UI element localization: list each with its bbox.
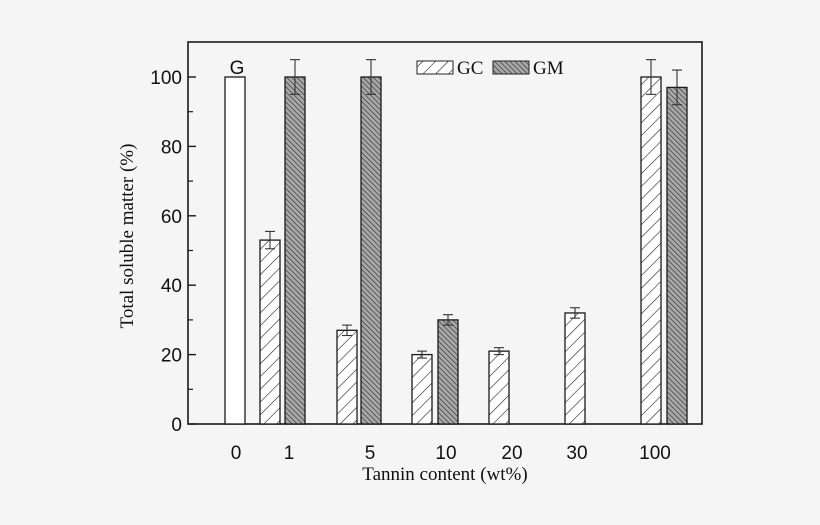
annotation-g: G [230,58,245,79]
x-axis-tick-labels: 0 1 5 10 20 30 100 [231,443,671,464]
legend-label-gc: GC [457,58,483,79]
bar-gm-1 [284,76,306,425]
x-tick-label: 30 [566,443,587,464]
legend-label-gm: GM [533,58,564,79]
bar-gm-100 [666,86,688,425]
y-tick-label: 100 [150,68,182,89]
bar-gc-100 [640,76,662,425]
y-tick-label: 40 [161,276,182,297]
y-axis-title: Total soluble matter (%) [117,144,138,329]
y-axis-tick-labels: 0 20 40 60 80 100 [150,68,182,436]
y-axis-ticks [188,76,196,425]
y-tick-label: 80 [161,137,182,158]
x-tick-label: 100 [639,443,671,464]
y-tick-label: 20 [161,346,182,367]
x-axis-title: Tannin content (wt%) [362,464,527,485]
y-tick-label: 60 [161,207,182,228]
legend: GC GM [416,58,564,79]
legend-swatch-gc [416,60,454,75]
x-tick-label: 1 [284,443,295,464]
legend-swatch-gm [492,60,530,75]
bar-gc-1 [259,239,281,425]
bar-gc-10 [411,353,433,425]
bar-gc-30 [564,312,586,425]
bar-gm-5 [360,76,382,425]
bar-gc-5 [336,329,358,425]
x-tick-label: 20 [501,443,522,464]
x-tick-label: 10 [435,443,456,464]
error-bars [265,59,682,359]
bar-gc-20 [488,350,510,425]
bar-g-0 [224,76,246,425]
bar-gm-10 [437,319,459,425]
x-tick-label: 5 [365,443,376,464]
y-tick-label: 0 [171,415,182,436]
x-tick-label: 0 [231,443,242,464]
